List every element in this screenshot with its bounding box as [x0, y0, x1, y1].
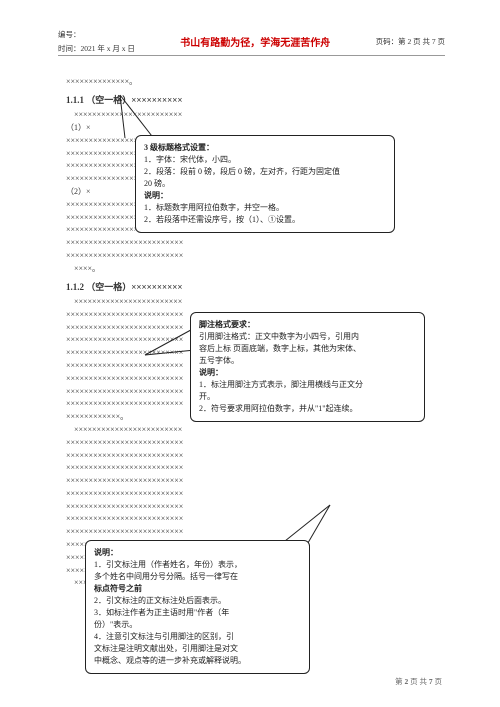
callout-line: 4．注意引文标注与引用脚注的区别，引 — [94, 631, 301, 643]
text-line: ×××××××××××××××××××××××××× — [66, 462, 436, 475]
callout-line: 1．标注用脚注方式表示，脚注用横线与正文分 — [199, 379, 416, 391]
callout-line: 1．字体：宋代体，小四。 — [144, 154, 386, 166]
footer-prefix: 第 — [395, 677, 404, 686]
callout-line: 多个姓名中间用分号分隔。括号一律写在 — [94, 571, 301, 583]
text-line: ×××××××××××××××××××××××××× — [66, 250, 436, 263]
callout-line: 1．标题数字用阿拉伯数字，并空一格。 — [144, 202, 386, 214]
footer-mid: 页 共 — [408, 677, 429, 686]
doc-id: 编号： — [58, 29, 135, 40]
callout-line: 1．引文标注用（作者姓名，年份）表示， — [94, 559, 301, 571]
callout-line: 开。 — [199, 391, 416, 403]
callout-title: 脚注格式要求： — [199, 319, 416, 331]
callout-line: 五号字体。 — [199, 355, 416, 367]
callout-line: 2．引文标注的正文标注处后面表示。 — [94, 595, 301, 607]
callout-title: 3 级标题格式设置： — [144, 142, 386, 154]
callout-line: 中概念、观点等的进一步补充或解释说明。 — [94, 655, 301, 667]
callout-line: 文标注是注明文献出处，引用脚注是对文 — [94, 643, 301, 655]
text-line: ×××××××××××××××××××××××××× — [66, 437, 436, 450]
text-line: ×××××××××××××××××××××××××× — [66, 237, 436, 250]
text-line: ×××××××××××××××××××××××× — [66, 296, 436, 309]
text-line: ××××××××××××××。 — [66, 76, 436, 89]
header-page: 页码：第 2 页 共 7 页 — [376, 36, 445, 47]
text-line: ×××××××××××××××××××××××× — [66, 109, 436, 122]
callout-line: 份）"表示。 — [94, 619, 301, 631]
text-line: ×××××××××××××××××××××××××× — [66, 513, 436, 526]
text-line: ×××××××××××××××××××××××× — [66, 424, 436, 437]
callout-line: 2．段落：段前 0 磅，段后 0 磅，左对齐，行距为固定值 — [144, 166, 386, 178]
text-line: ××××。 — [66, 263, 436, 276]
header-motto: 书山有路勤为径，学海无涯苦作舟 — [180, 34, 330, 49]
page-footer: 第 2 页 共 7 页 — [395, 676, 442, 687]
callout-line: 2．符号要求用阿拉伯数字，并从"1"起连续。 — [199, 403, 416, 415]
callout-line: 3．如标注作者为正主语时用"作者（年 — [94, 607, 301, 619]
page-header: 编号： 时间：2021 年 x 月 x 日 书山有路勤为径，学海无涯苦作舟 页码… — [58, 28, 445, 56]
text-line: ×××××××××××××××××××××××××× — [66, 501, 436, 514]
item-1: （1）× — [66, 122, 436, 135]
callout-line: 20 磅。 — [144, 178, 386, 190]
callout-title: 说明： — [94, 547, 301, 559]
doc-time: 时间：2021 年 x 月 x 日 — [58, 43, 135, 54]
heading-111: 1.1.1 （空一格）×××××××××× — [66, 93, 436, 107]
text-line: ×××××××××××××××××××××××××× — [66, 475, 436, 488]
callout-subtitle: 说明： — [144, 190, 386, 202]
text-line: ×××××××××××××××××××××××××× — [66, 526, 436, 539]
text-line: ×××××××××××××××××××××××××× — [66, 450, 436, 463]
text-line: ×××××××××××××××××××××××××× — [66, 488, 436, 501]
callout-subtitle: 说明： — [199, 367, 416, 379]
footer-suffix: 页 — [433, 677, 442, 686]
heading-112: 1.1.2 （空一格）×××××××××× — [66, 280, 436, 294]
callout-line: 容后上标 页面底端，数字上标，其他为宋体、 — [199, 343, 416, 355]
callout-line: 引用脚注格式：正文中数字为小四号，引用内 — [199, 331, 416, 343]
callout-line: 2．若段落中还需设序号，按（1）、①设置。 — [144, 214, 386, 226]
callout-line-bold: 标点符号之前 — [94, 583, 301, 595]
header-left: 编号： 时间：2021 年 x 月 x 日 — [58, 28, 135, 55]
callout-citation-note: 说明： 1．引文标注用（作者姓名，年份）表示， 多个姓名中间用分号分隔。括号一律… — [85, 540, 310, 674]
callout-heading-format: 3 级标题格式设置： 1．字体：宋代体，小四。 2．段落：段前 0 磅，段后 0… — [135, 135, 395, 233]
callout-footnote-format: 脚注格式要求： 引用脚注格式：正文中数字为小四号，引用内 容后上标 页面底端，数… — [190, 312, 425, 422]
